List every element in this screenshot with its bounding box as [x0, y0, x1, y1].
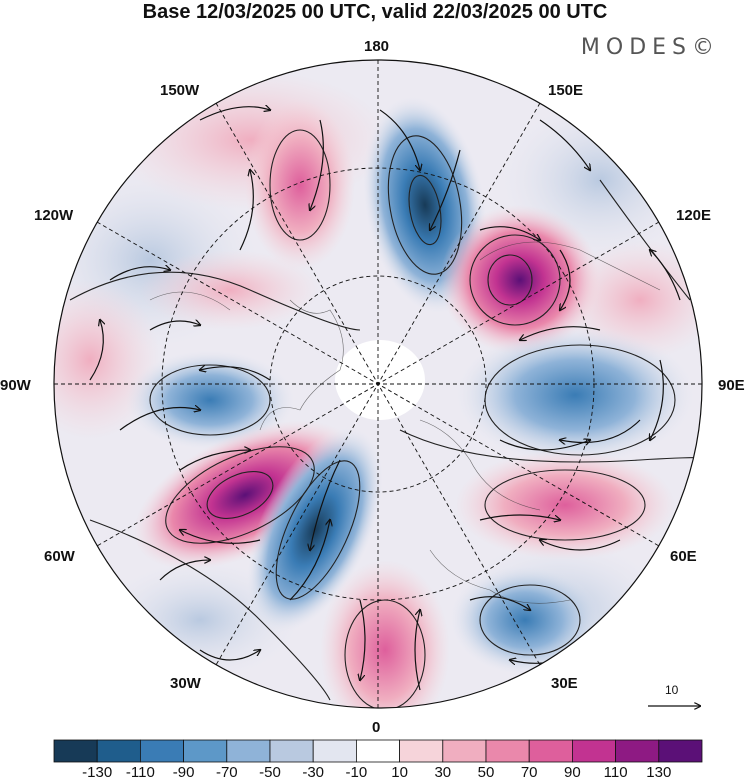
colorbar-swatch — [485, 739, 530, 763]
colorbar-swatch — [528, 739, 573, 763]
colorbar-swatch — [139, 739, 184, 763]
anomaly-field — [54, 60, 702, 708]
lon-label-30e: 30E — [551, 675, 578, 692]
colorbar-swatch — [53, 739, 98, 763]
colorbar-tick-label: -70 — [215, 764, 238, 781]
colorbar-swatch — [399, 739, 444, 763]
colorbar-swatch — [658, 739, 703, 763]
colorbar — [53, 739, 703, 763]
lon-label-180: 180 — [364, 38, 390, 55]
chart-title: Base 12/03/2025 00 UTC, valid 22/03/2025… — [142, 1, 608, 23]
coastlines — [149, 241, 661, 604]
colorbar-tick-label: -130 — [82, 764, 113, 781]
colorbar-swatch — [269, 739, 314, 763]
lon-label-150w: 150W — [160, 82, 200, 99]
colorbar-tick-label: -90 — [172, 764, 195, 781]
colorbar-tick-label: 110 — [603, 764, 628, 781]
reference-vector-label: 10 — [665, 683, 679, 697]
colorbar-swatch — [226, 739, 271, 763]
lon-label-150e: 150E — [548, 82, 584, 99]
graticule — [54, 60, 702, 708]
lon-label-90w: 90W — [0, 377, 31, 394]
colorbar-tick-label: 130 — [646, 764, 672, 781]
lon-label-0: 0 — [372, 719, 381, 736]
lon-label-90e: 90E — [718, 377, 745, 394]
colorbar-swatch — [312, 739, 357, 763]
colorbar-tick-label: 90 — [564, 764, 581, 781]
lon-label-120w: 120W — [34, 207, 74, 224]
colorbar-tick-label: 50 — [477, 764, 495, 781]
modes-logo: MODES© — [580, 35, 720, 60]
colorbar-tick-label: 30 — [434, 764, 452, 781]
colorbar-tick-label: -30 — [302, 764, 325, 781]
lon-label-120e: 120E — [676, 207, 712, 224]
colorbar-tick-label: -50 — [259, 764, 281, 781]
colorbar-swatch — [96, 739, 141, 763]
lon-label-60e: 60E — [670, 548, 697, 565]
colorbar-tick-label: 70 — [520, 764, 538, 781]
colorbar-swatch — [442, 739, 487, 763]
colorbar-swatch — [615, 739, 660, 763]
colorbar-tick-label: -10 — [345, 764, 368, 781]
colorbar-tick-label: 10 — [391, 764, 408, 781]
colorbar-swatch — [183, 739, 228, 763]
lon-label-60w: 60W — [44, 548, 75, 565]
colorbar-swatch — [355, 739, 400, 763]
map-border — [53, 59, 703, 709]
lon-label-30w: 30W — [170, 675, 201, 692]
colorbar-swatch — [572, 739, 617, 763]
colorbar-tick-label: -110 — [125, 764, 155, 781]
